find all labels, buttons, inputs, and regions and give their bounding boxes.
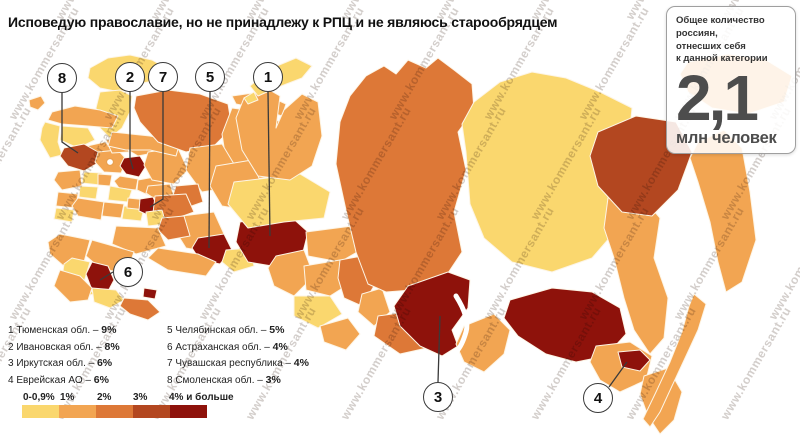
- ranked-item: 6 Астраханская обл. – 4%: [167, 339, 309, 356]
- ranked-item-name: 5 Челябинская обл. –: [167, 325, 270, 336]
- ranked-item-name: 3 Иркутская обл. –: [8, 358, 97, 369]
- callout-number: 4: [593, 389, 603, 407]
- total-info-box: Общее количество россиян, отнесших себя …: [666, 6, 796, 154]
- callout-badge-5: 5: [195, 62, 225, 92]
- ranked-item-name: 1 Тюменская обл. –: [8, 325, 102, 336]
- callout-badge-7: 7: [148, 62, 178, 92]
- ranked-item-name: 6 Астраханская обл. –: [167, 341, 273, 353]
- scale-label-1: 0-0,9%: [23, 392, 55, 403]
- ranked-item-value: 9%: [101, 324, 117, 336]
- scale-label-3: 2%: [97, 392, 112, 403]
- ranked-item-value: 8%: [104, 340, 120, 353]
- total-caption: Общее количество россиян, отнесших себя …: [676, 15, 768, 65]
- scale-label-4: 3%: [133, 392, 148, 403]
- ranked-item-value: 3%: [265, 373, 281, 386]
- callout-badge-4: 4: [583, 383, 613, 413]
- callout-badge-3: 3: [423, 382, 453, 412]
- ranked-item: 7 Чувашская республика – 4%: [167, 355, 309, 372]
- page-title: Исповедую православие, но не принадлежу …: [8, 14, 558, 30]
- scale-swatch-4: [133, 405, 170, 418]
- callout-number: 5: [205, 68, 215, 86]
- callout-badge-2: 2: [115, 62, 145, 92]
- ranked-item-name: 8 Смоленская обл. –: [167, 374, 266, 386]
- map-regions: [28, 53, 793, 435]
- ranked-list-column-1: 1 Тюменская обл. – 9% 2 Ивановская обл. …: [8, 322, 120, 388]
- ranked-list-column-2: 5 Челябинская обл. – 5% 6 Астраханская о…: [167, 322, 309, 388]
- ranked-item: 2 Ивановская обл. – 8%: [8, 339, 120, 356]
- ranked-item-value: 4%: [272, 340, 288, 353]
- scale-label-2: 1%: [60, 392, 75, 403]
- ranked-item: 5 Челябинская обл. – 5%: [167, 322, 309, 339]
- ranked-item-value: 6%: [93, 373, 109, 386]
- ranked-item-value: 6%: [96, 357, 113, 369]
- total-unit: млн человек: [676, 129, 777, 148]
- ranked-item-name: 7 Чувашская республика –: [167, 358, 294, 369]
- ranked-item: 8 Смоленская обл. – 3%: [167, 372, 309, 389]
- ranked-item-name: 4 Еврейская АО –: [8, 374, 94, 386]
- callout-number: 2: [125, 68, 135, 86]
- callout-number: 1: [263, 68, 273, 86]
- color-scale-bar: [22, 405, 207, 418]
- ranked-item-value: 4%: [293, 357, 309, 369]
- scale-label-5: 4% и больше: [169, 392, 234, 403]
- callout-badge-1: 1: [253, 62, 283, 92]
- ranked-item: 1 Тюменская обл. – 9%: [8, 322, 120, 339]
- callout-number: 3: [433, 388, 443, 406]
- total-value: 2,1: [676, 62, 759, 135]
- ranked-item-value: 5%: [269, 324, 285, 336]
- callout-badge-6: 6: [113, 257, 143, 287]
- lake-baikal: [453, 293, 470, 355]
- moscow-city-marker: [105, 157, 115, 167]
- callout-number: 6: [123, 263, 133, 281]
- scale-swatch-2: [59, 405, 96, 418]
- scale-swatch-3: [96, 405, 133, 418]
- scale-swatch-5: [170, 405, 207, 418]
- callout-number: 7: [158, 68, 168, 86]
- scale-swatch-1: [22, 405, 59, 418]
- callout-number: 8: [57, 69, 67, 87]
- ranked-item: 3 Иркутская обл. – 6%: [8, 355, 120, 372]
- ranked-item: 4 Еврейская АО – 6%: [8, 372, 120, 389]
- ranked-item-name: 2 Ивановская обл. –: [8, 341, 105, 353]
- callout-badge-8: 8: [47, 63, 77, 93]
